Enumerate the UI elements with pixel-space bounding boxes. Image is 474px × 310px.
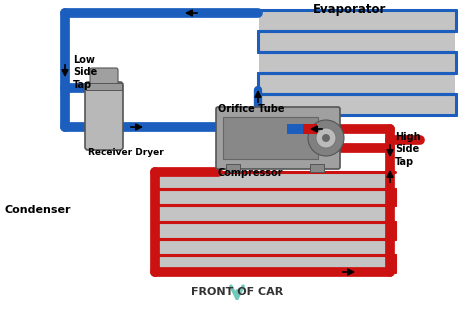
Bar (259, 95, 455, 114)
Text: FRONT OF CAR: FRONT OF CAR (191, 287, 283, 297)
Text: Condenser: Condenser (5, 205, 72, 215)
Bar (226, 164, 240, 172)
Bar (156, 190, 394, 204)
Text: Evaporator: Evaporator (313, 3, 387, 16)
Bar (259, 74, 455, 93)
Bar (223, 117, 318, 159)
Text: Orifice Tube: Orifice Tube (218, 104, 284, 114)
Bar (156, 223, 394, 238)
FancyBboxPatch shape (90, 68, 118, 86)
Text: Receiver Dryer: Receiver Dryer (88, 148, 164, 157)
Bar (156, 256, 394, 271)
Bar (259, 11, 455, 30)
Bar (86, 83, 122, 90)
Circle shape (308, 120, 344, 156)
FancyBboxPatch shape (216, 107, 340, 169)
Circle shape (322, 134, 330, 142)
Bar (259, 32, 455, 51)
Bar (156, 240, 394, 254)
Bar (287, 124, 303, 134)
Bar (310, 164, 324, 172)
Bar (259, 53, 455, 72)
Circle shape (316, 128, 336, 148)
Text: Low
Side
Tap: Low Side Tap (73, 55, 97, 90)
Text: Compressor: Compressor (218, 168, 283, 178)
Bar (156, 173, 394, 188)
Text: High
Side
Tap: High Side Tap (395, 132, 420, 167)
FancyBboxPatch shape (85, 82, 123, 150)
Bar (303, 124, 317, 134)
Bar (156, 206, 394, 221)
